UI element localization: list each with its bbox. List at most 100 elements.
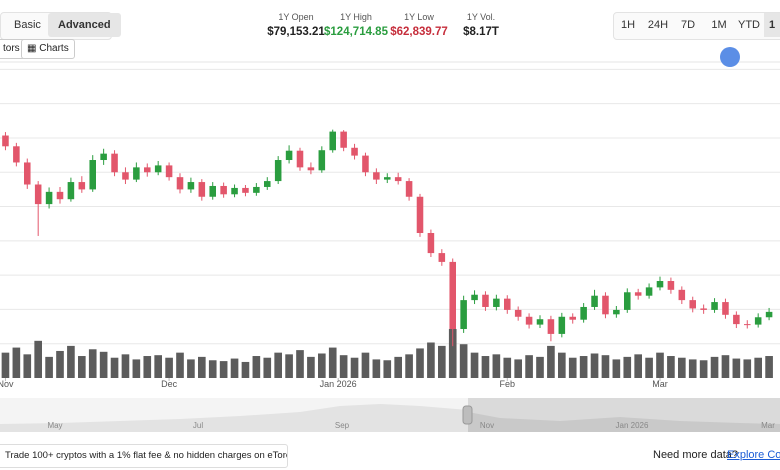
range-button[interactable]: YTD — [738, 19, 760, 31]
stat-label: 1Y High — [340, 12, 372, 22]
volume-bar — [678, 357, 686, 378]
volume-bar — [208, 360, 217, 378]
tab[interactable]: Basic — [14, 19, 41, 31]
candle-body — [405, 181, 413, 197]
candle-body — [274, 160, 282, 182]
volume-bar — [307, 356, 315, 378]
volume-bar — [743, 359, 752, 378]
volume-bar — [263, 357, 272, 378]
volume-bar — [405, 354, 413, 378]
volume-bar — [612, 359, 621, 378]
volume-bar — [448, 328, 457, 378]
candle-body — [624, 292, 631, 310]
volume-bar — [339, 355, 348, 378]
candle-body — [296, 150, 304, 168]
candle-body — [514, 309, 522, 317]
volume-bar — [438, 345, 446, 378]
candle-body — [373, 172, 380, 180]
candle-body — [744, 324, 751, 326]
range-button[interactable]: 1M — [711, 19, 727, 31]
candle-body — [165, 165, 173, 178]
navigator-area — [468, 412, 780, 432]
range-button[interactable]: 1H — [620, 19, 636, 31]
volume-bar — [579, 356, 588, 378]
candle-body — [13, 146, 20, 163]
stat-value: $62,839.77 — [390, 26, 448, 38]
volume-bar — [219, 361, 228, 378]
candle-body — [591, 295, 598, 307]
candle-body — [645, 287, 653, 296]
volume-bar — [558, 352, 566, 378]
candle-body — [318, 150, 326, 171]
candle-body — [133, 167, 140, 180]
candle-body — [78, 182, 86, 190]
volume-bar — [568, 357, 577, 378]
promo-box: Trade 100+ cryptos with a 1% flat fee & … — [0, 444, 288, 468]
candle-body — [264, 181, 271, 187]
volume-bar — [372, 359, 381, 378]
volume-bar — [350, 357, 359, 378]
range-button[interactable]: 7D — [680, 19, 696, 31]
candle-body — [722, 302, 729, 315]
volume-bar — [121, 354, 130, 378]
volume-bar — [252, 356, 261, 378]
volume-bar — [656, 352, 664, 378]
cursor-indicator — [720, 47, 740, 67]
x-tick-label: Mar — [652, 379, 668, 389]
range-group — [613, 12, 780, 40]
volume-bar — [198, 356, 206, 378]
volume-bar — [525, 355, 533, 378]
range-button[interactable]: 1 — [764, 13, 780, 37]
candle-body — [700, 308, 707, 310]
stat-label: 1Y Low — [404, 12, 434, 22]
x-tick-label: Jan 2026 — [320, 379, 357, 389]
candle-body — [340, 131, 347, 148]
candle-body — [34, 184, 42, 205]
candle-body — [67, 182, 75, 200]
volume-bar — [547, 345, 555, 378]
candle-body — [307, 167, 315, 171]
candle-body — [416, 196, 424, 234]
candle-body — [56, 191, 64, 200]
volume-bar — [416, 348, 424, 378]
volume-bar — [143, 356, 152, 378]
candle-body — [504, 298, 511, 310]
candle-body — [613, 309, 620, 315]
volume-bar — [754, 357, 762, 378]
candle-body — [580, 306, 587, 320]
toolbar-button[interactable]: ▦ Charts — [21, 39, 75, 59]
candle-body — [144, 167, 151, 173]
volume-bar — [503, 357, 512, 378]
navigator: May Jul Sep Nov Jan 2026 Mar — [0, 398, 780, 432]
volume-bar — [645, 357, 653, 378]
candle-body — [438, 253, 446, 262]
tab[interactable]: Advanced — [48, 13, 121, 37]
candle-body — [198, 182, 206, 197]
candle-body — [253, 186, 260, 193]
candle-body — [362, 155, 369, 173]
volume-bar — [110, 357, 119, 378]
candle-body — [689, 300, 696, 309]
range-button[interactable]: 24H — [647, 19, 669, 31]
volume-bar — [601, 355, 610, 378]
volume-bar — [12, 347, 21, 378]
navigator-handle[interactable] — [462, 405, 473, 425]
stat-value: $8.17T — [463, 26, 499, 38]
candle-body — [231, 187, 238, 195]
volume-bar — [383, 360, 392, 378]
footer-link[interactable]: Explore Coin — [727, 449, 780, 461]
navigator-label: May — [47, 421, 62, 430]
candle-body — [285, 150, 293, 161]
candle-body — [460, 300, 467, 330]
stat-value: $79,153.21 — [267, 26, 325, 38]
volume-bar — [23, 354, 32, 378]
volume-bar — [285, 354, 293, 378]
footer-question: Need more data? — [653, 449, 738, 461]
volume-bar — [318, 353, 326, 378]
navigator-area — [0, 404, 468, 432]
candle-body — [427, 233, 435, 254]
candle-body — [220, 185, 227, 195]
navigator-label: Jul — [193, 421, 203, 430]
stat: 1Y Open $79,153.21 — [251, 12, 341, 38]
volume-bar — [67, 345, 75, 378]
